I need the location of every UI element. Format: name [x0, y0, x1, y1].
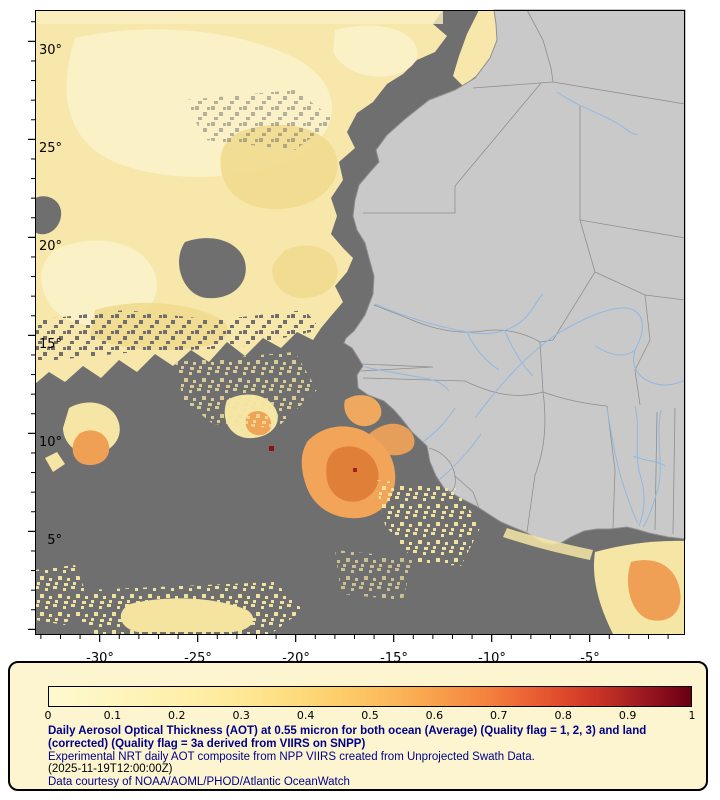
- colorbar-tick: 0.3: [232, 709, 250, 722]
- colorbar-tick: 0.7: [490, 709, 508, 722]
- rivers: [364, 91, 686, 528]
- colorbar-tick: 0.8: [554, 709, 572, 722]
- y-axis-label: 30°: [38, 43, 62, 58]
- legend-title: Daily Aerosol Optical Thickness (AOT) at…: [48, 725, 647, 750]
- plot-frame: [35, 10, 685, 635]
- map-plot-area: 30° 25° 20° 15° 10° 5° -30° -25° -20° -1…: [28, 9, 686, 666]
- aerosol-patches: [35, 352, 685, 634]
- colorbar-tick: 0.4: [296, 709, 315, 722]
- caption-block: Daily Aerosol Optical Thickness (AOT) at…: [48, 725, 700, 789]
- land-polygon: [343, 9, 686, 545]
- colorbar-tick: 0.5: [361, 709, 379, 722]
- y-axis-label: 25°: [38, 141, 62, 156]
- colorbar-tick: 0.1: [103, 709, 122, 722]
- legend-panel: 0 0.1 0.2 0.3 0.4 0.5 0.6 0.7 0.8 0.9 1 …: [8, 661, 708, 791]
- colorbar-tick: 0: [44, 709, 52, 722]
- colorbar-tick: 0.9: [618, 709, 637, 722]
- aot-colorbar: [48, 686, 692, 707]
- colorbar-tick: 0.2: [168, 709, 186, 722]
- colorbar-tick: 0.6: [425, 709, 444, 722]
- legend-credit: Data courtesy of NOAA/AOML/PHOD/Atlantic…: [48, 776, 350, 789]
- y-axis-label: 10°: [38, 435, 62, 450]
- colorbar-tick: 1: [688, 709, 696, 722]
- axis-ticks: [28, 21, 669, 642]
- legend-subtitle: Experimental NRT daily AOT composite fro…: [48, 750, 535, 763]
- colorbar-tick-labels: 0 0.1 0.2 0.3 0.4 0.5 0.6 0.7 0.8 0.9 1: [44, 709, 696, 723]
- aot-map-canvas: [28, 9, 686, 642]
- y-axis-label: 5°: [47, 533, 62, 548]
- y-axis-label: 20°: [38, 239, 62, 254]
- y-axis-label: 15°: [38, 337, 62, 352]
- legend-timestamp: (2025-11-19T12:00:00Z): [48, 763, 173, 776]
- aerosol-field: [35, 10, 497, 384]
